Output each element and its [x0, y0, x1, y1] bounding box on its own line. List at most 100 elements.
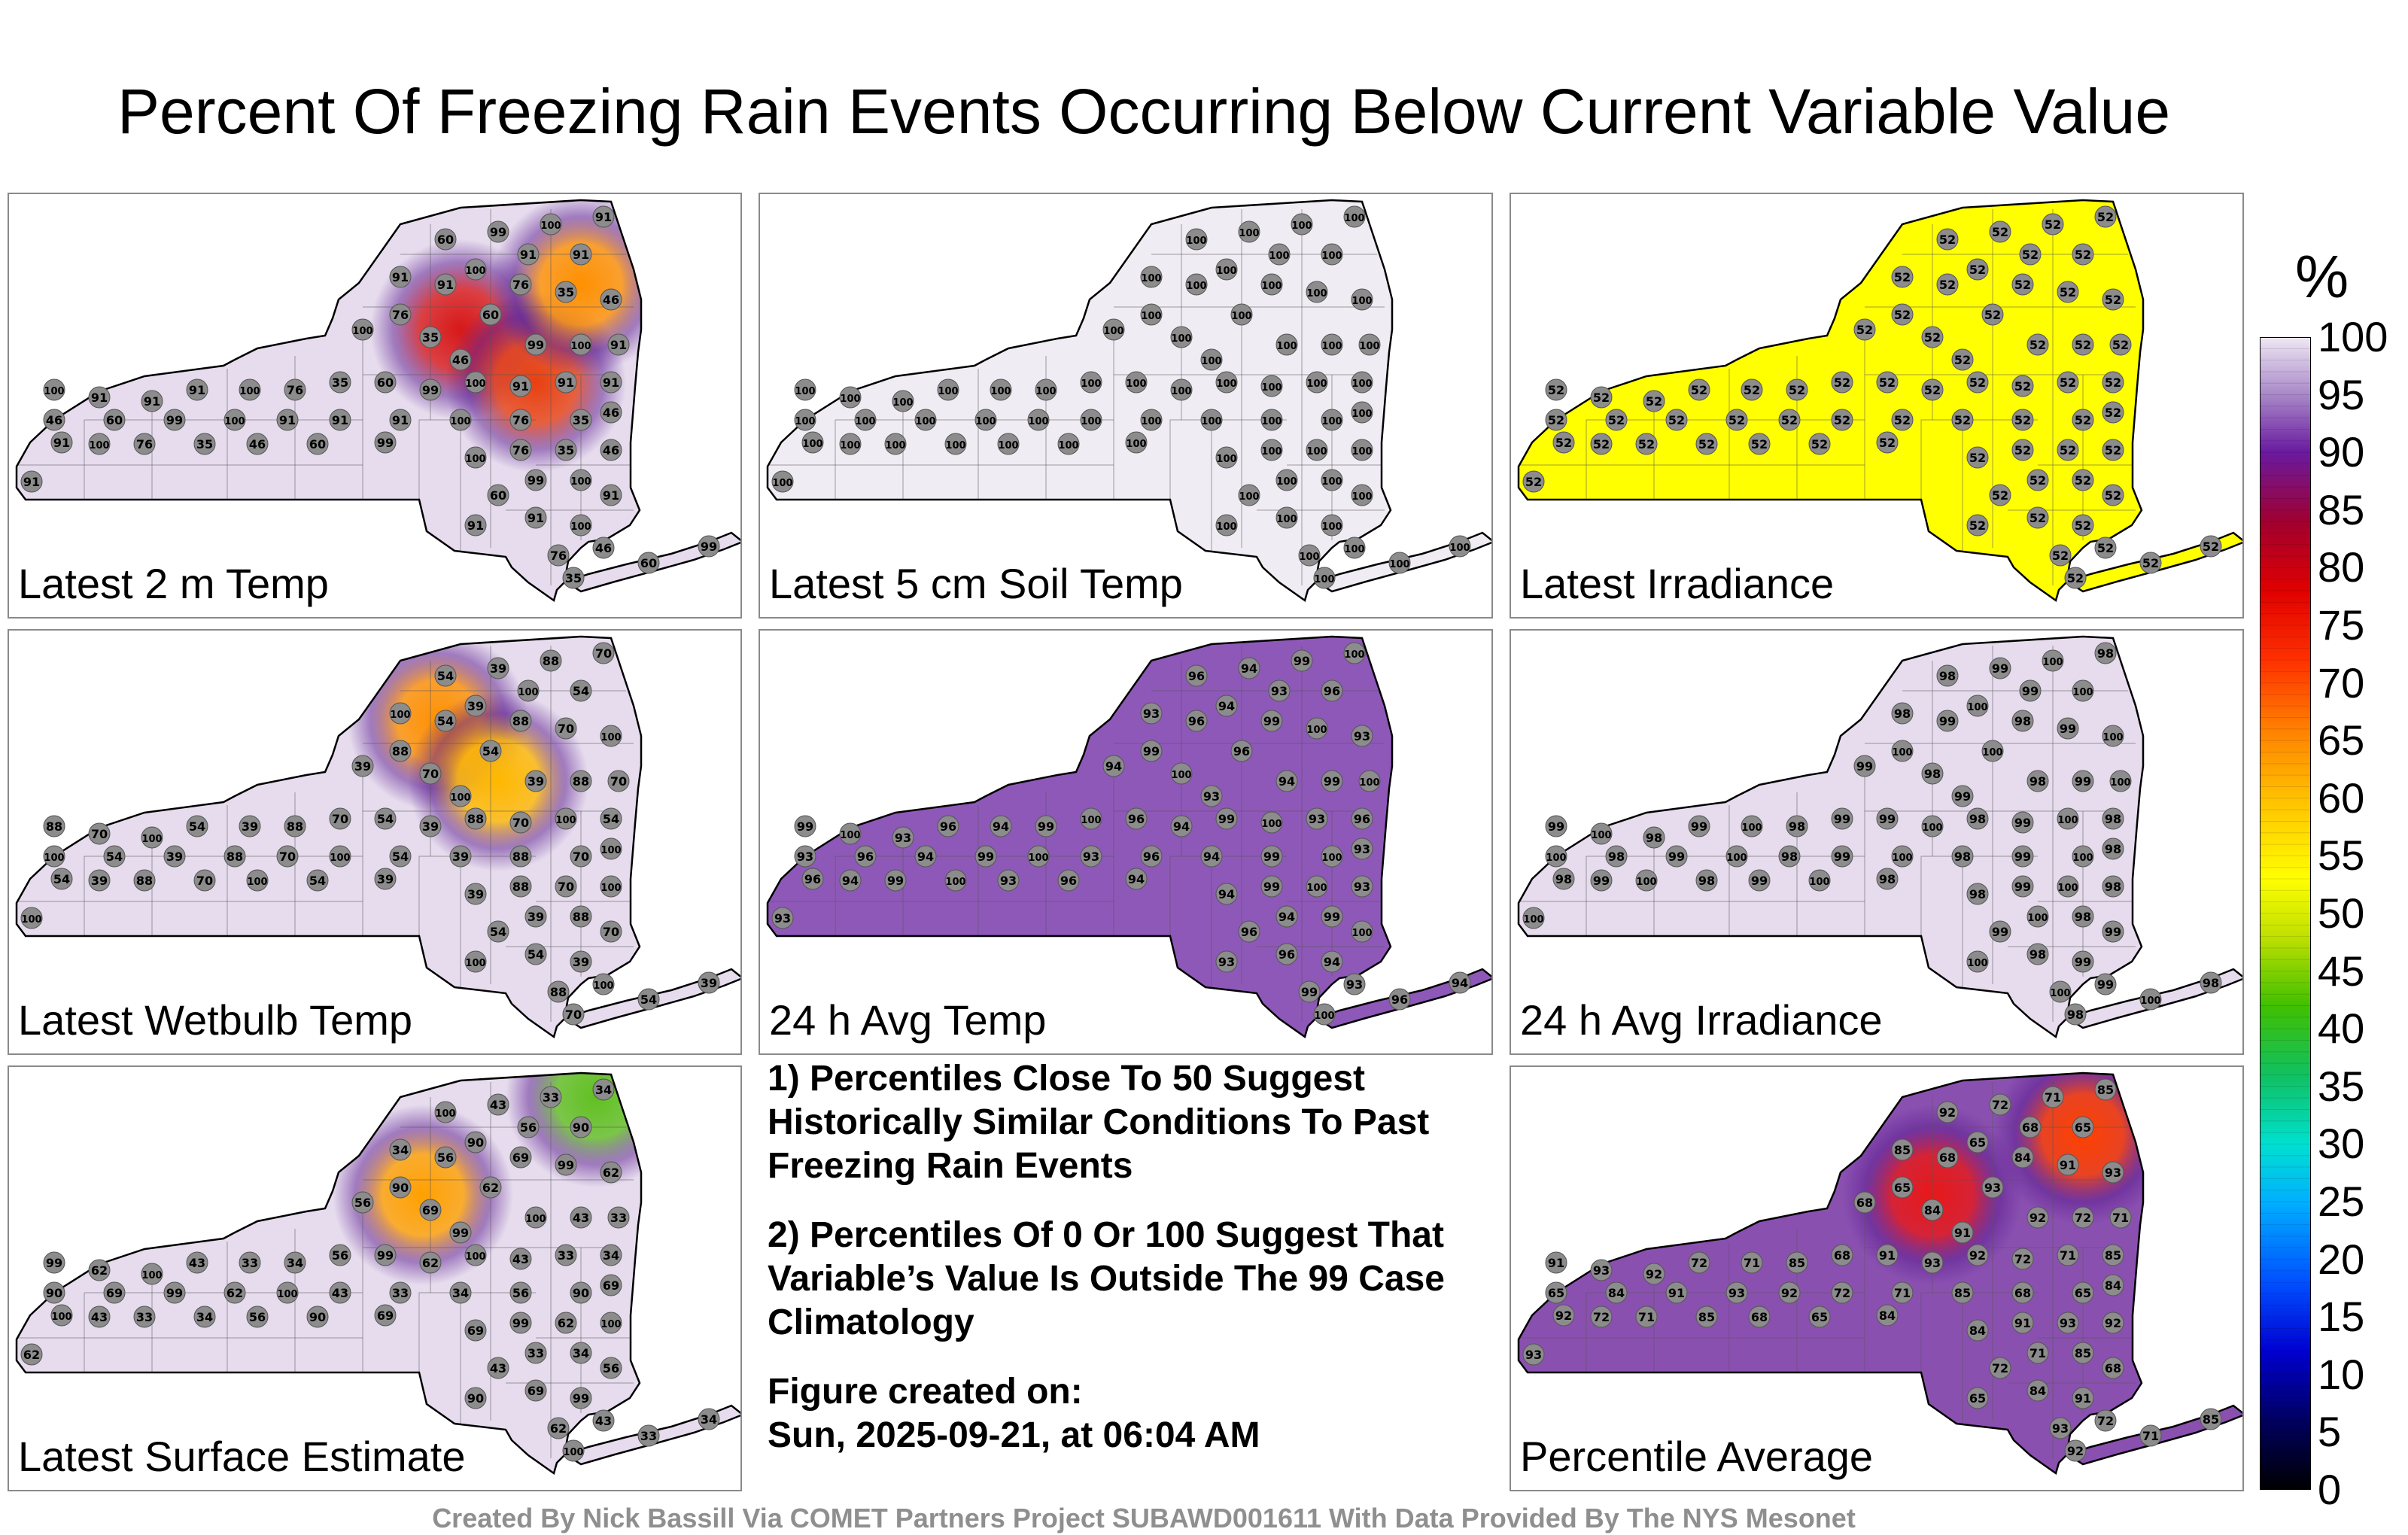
- station-marker: 100: [1170, 326, 1193, 348]
- svg-text:96: 96: [1391, 992, 1408, 1007]
- svg-text:85: 85: [1789, 1256, 1805, 1270]
- station-marker: 93: [1725, 1281, 1748, 1304]
- station-marker: 98: [2026, 770, 2049, 792]
- svg-text:100: 100: [51, 1312, 71, 1323]
- svg-text:100: 100: [600, 883, 621, 894]
- station-marker: 100: [239, 378, 261, 401]
- station-marker: 100: [997, 433, 1020, 455]
- svg-text:72: 72: [1992, 1098, 2008, 1112]
- station-markers: 62 100 43 33 34 56 90 69 99 62 100 43 33 34 56 90 69 99 62…: [20, 1078, 720, 1462]
- svg-text:60: 60: [482, 308, 499, 322]
- svg-text:94: 94: [1203, 850, 1220, 864]
- svg-text:34: 34: [392, 1143, 409, 1157]
- station-marker: 91: [509, 375, 532, 397]
- svg-text:65: 65: [1894, 1181, 1911, 1195]
- station-marker: 52: [1741, 378, 1763, 401]
- svg-text:93: 93: [1143, 707, 1160, 721]
- station-marker: 70: [562, 1003, 585, 1026]
- svg-text:56: 56: [512, 1286, 529, 1300]
- svg-text:52: 52: [2052, 549, 2069, 563]
- svg-text:91: 91: [603, 488, 619, 503]
- panel-label: Latest Irradiance: [1520, 560, 1835, 607]
- station-marker: 99: [1665, 845, 1688, 868]
- svg-text:35: 35: [332, 375, 348, 390]
- station-marker: 72: [1989, 1357, 2011, 1379]
- station-marker: 100: [1275, 469, 1298, 491]
- station-marker: 94: [839, 869, 862, 892]
- station-marker: 52: [2200, 535, 2222, 558]
- station-marker: 76: [133, 433, 156, 455]
- svg-text:100: 100: [1321, 341, 1342, 352]
- station-marker: 68: [1748, 1306, 1771, 1328]
- station-marker: 88: [389, 740, 412, 762]
- station-marker: 88: [284, 815, 306, 837]
- svg-text:62: 62: [550, 1421, 567, 1436]
- svg-text:52: 52: [2105, 293, 2121, 307]
- svg-text:92: 92: [1646, 1267, 1662, 1281]
- station-marker: 100: [1027, 845, 1050, 868]
- svg-text:91: 91: [53, 436, 70, 450]
- colorbar-tick-label: 100: [2318, 313, 2388, 360]
- svg-text:93: 93: [797, 850, 813, 864]
- station-marker: 72: [1989, 1093, 2011, 1116]
- station-marker: 33: [133, 1306, 156, 1328]
- svg-text:100: 100: [1261, 446, 1282, 457]
- station-marker: 100: [50, 1304, 73, 1327]
- station-marker: 88: [43, 815, 65, 837]
- station-marker: 100: [1230, 303, 1253, 326]
- station-marker: 52: [1891, 266, 1914, 288]
- svg-text:56: 56: [437, 1150, 454, 1165]
- svg-text:34: 34: [196, 1310, 213, 1324]
- svg-text:98: 98: [1781, 850, 1798, 864]
- svg-text:85: 85: [2105, 1248, 2121, 1263]
- svg-text:90: 90: [309, 1310, 326, 1324]
- svg-text:98: 98: [1969, 887, 1986, 901]
- svg-text:100: 100: [998, 440, 1018, 451]
- station-marker: 60: [434, 228, 457, 251]
- svg-text:92: 92: [2105, 1316, 2121, 1330]
- svg-text:33: 33: [242, 1256, 258, 1270]
- svg-text:52: 52: [1879, 436, 1896, 450]
- svg-text:100: 100: [1591, 830, 1611, 841]
- station-marker: 43: [88, 1306, 111, 1328]
- svg-text:100: 100: [2072, 853, 2093, 864]
- station-marker: 52: [1688, 378, 1710, 401]
- svg-text:100: 100: [1239, 228, 1259, 239]
- station-marker: 91: [2011, 1312, 2034, 1334]
- svg-text:100: 100: [1321, 521, 1342, 533]
- state-outline: [1517, 635, 2145, 1039]
- station-marker: 91: [186, 378, 208, 401]
- colorbar-tick-label: 20: [2318, 1235, 2365, 1283]
- station-markers: 93 92 72 71 85 68 65 84 91 93 92 72 71 85 68 65 84 91 93 92…: [1522, 1078, 2222, 1462]
- svg-text:65: 65: [1811, 1310, 1828, 1324]
- svg-text:100: 100: [1081, 815, 1101, 826]
- station-marker: 46: [600, 401, 622, 424]
- svg-text:65: 65: [1969, 1135, 1986, 1150]
- station-marker: 98: [2064, 1003, 2087, 1026]
- svg-text:34: 34: [603, 1248, 619, 1263]
- long-island-outline: [2066, 968, 2242, 1029]
- svg-text:99: 99: [1218, 812, 1235, 826]
- svg-text:76: 76: [392, 308, 409, 322]
- panel-label: Latest 2 m Temp: [18, 560, 329, 607]
- svg-text:91: 91: [2014, 1316, 2031, 1330]
- svg-text:52: 52: [2105, 406, 2121, 420]
- county-line: [1169, 856, 1287, 936]
- station-marker: 100: [555, 807, 577, 830]
- station-marker: 100: [1102, 318, 1125, 341]
- station-marker: 94: [990, 815, 1012, 837]
- svg-text:54: 54: [53, 872, 70, 886]
- station-marker: 88: [547, 980, 570, 1003]
- svg-text:100: 100: [1276, 514, 1297, 525]
- svg-text:98: 98: [1939, 669, 1956, 683]
- station-marker: 91: [88, 386, 111, 409]
- svg-text:54: 54: [640, 992, 657, 1007]
- svg-text:88: 88: [573, 774, 589, 789]
- station-marker: 99: [698, 535, 720, 558]
- station-marker: 88: [464, 807, 487, 830]
- svg-text:85: 85: [1698, 1310, 1715, 1324]
- county-line: [1920, 419, 2038, 500]
- station-marker: 99: [2072, 950, 2094, 973]
- station-marker: 92: [1552, 1304, 1575, 1327]
- station-marker: 91: [1665, 1281, 1688, 1304]
